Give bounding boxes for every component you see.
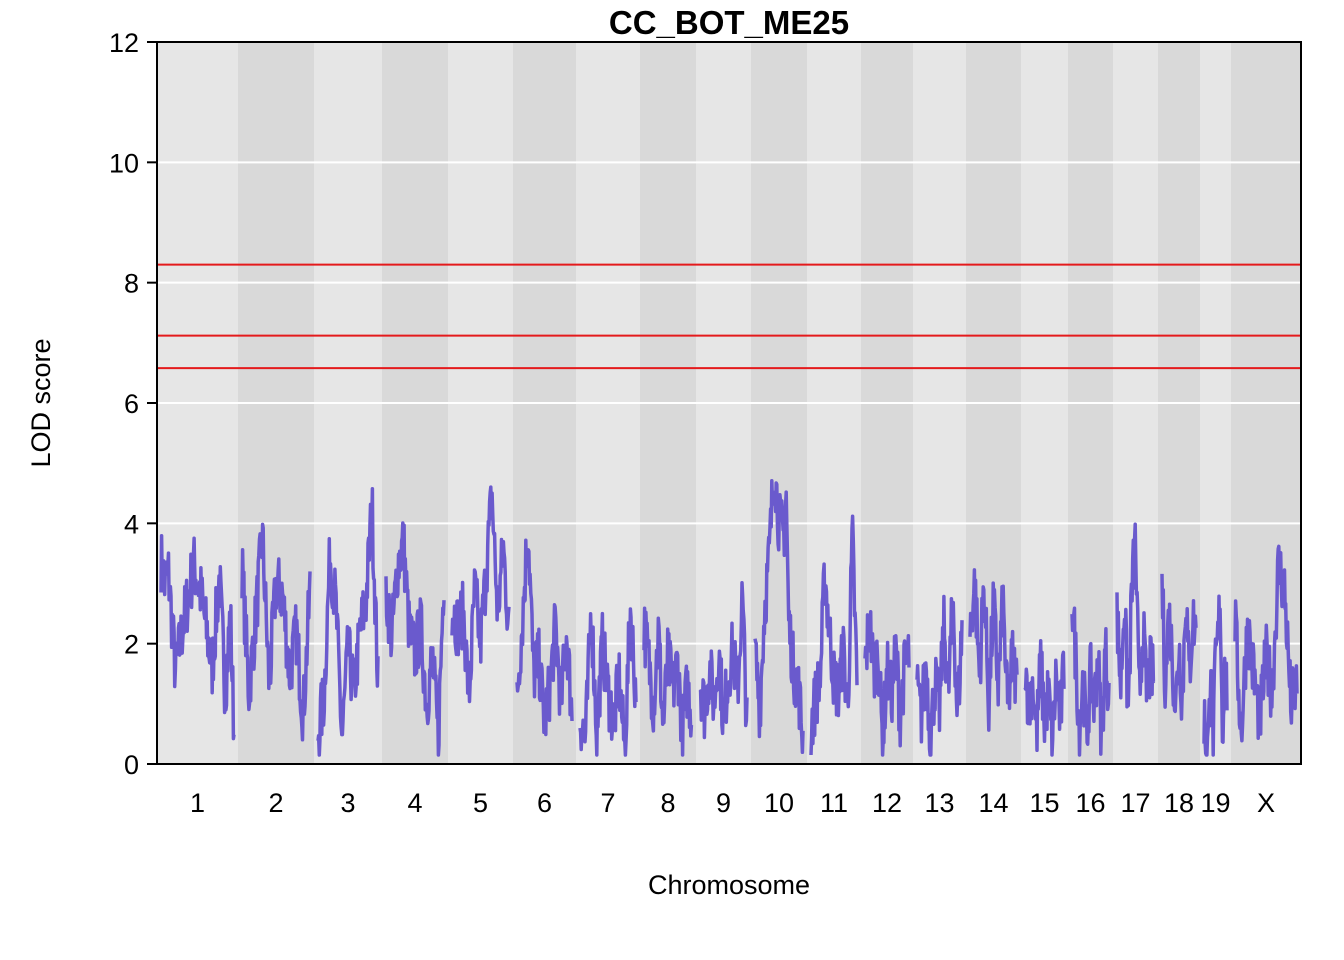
x-tick-label-10: 10 [764,788,794,818]
lod-line-chr-1 [159,533,236,741]
x-tick-label-12: 12 [872,788,902,818]
y-axis-title: LOD score [26,338,56,467]
lod-line-chr-19 [1202,594,1229,757]
x-tick-label-17: 17 [1120,788,1150,818]
threshold-lines [157,263,1301,370]
x-tick-label-8: 8 [660,788,675,818]
y-tick-label: 2 [124,630,139,660]
lod-series [159,479,1299,757]
x-tick-label-5: 5 [473,788,488,818]
y-tick-label: 6 [124,389,139,419]
x-tick-label-2: 2 [268,788,283,818]
x-axis: 1 2 3 4 5 6 7 8 9 10 11 12 13 14 15 16 17 18 19 X [190,788,1275,818]
x-tick-label-15: 15 [1029,788,1059,818]
x-tick-label-14: 14 [978,788,1008,818]
lod-line-chr-18 [1160,573,1198,721]
x-tick-label-16: 16 [1075,788,1105,818]
x-tick-label-13: 13 [924,788,954,818]
lod-line-chr-16 [1070,606,1111,757]
lod-line-chr-10 [753,479,805,755]
x-tick-label-3: 3 [340,788,355,818]
lod-line-chr-2 [240,522,312,742]
x-axis-title: Chromosome [648,870,810,900]
lod-line-chr-6 [515,538,574,737]
lod-line-chr-17 [1115,522,1156,709]
y-axis: 0 2 4 6 8 10 12 [109,28,157,780]
lod-line-chr-7 [578,607,638,757]
x-tick-label-19: 19 [1200,788,1230,818]
y-tick-label: 12 [109,28,139,58]
y-tick-label: 10 [109,148,139,178]
x-tick-label-11: 11 [820,788,848,818]
lod-line-chr-9 [698,580,749,740]
lod-line-chr-14 [968,568,1019,732]
x-tick-label-9: 9 [716,788,731,818]
x-tick-label-7: 7 [600,788,615,818]
x-tick-label-X: X [1257,788,1275,818]
lod-line-chr-5 [450,485,511,704]
lod-line-chr-12 [863,610,911,757]
chart-title: CC_BOT_ME25 [609,4,849,41]
y-tick-label: 4 [124,509,139,539]
lod-line-chr-15 [1023,639,1066,757]
lod-line-chr-4 [384,521,446,757]
x-tick-label-6: 6 [537,788,552,818]
x-tick-label-4: 4 [407,788,422,818]
x-tick-label-1: 1 [190,788,205,818]
lod-line-chr-3 [316,486,380,757]
lod-line-chr-X [1233,544,1299,743]
y-tick-label: 0 [124,750,139,780]
y-tick-label: 8 [124,269,139,299]
lod-line-chr-13 [915,594,964,757]
x-tick-label-18: 18 [1164,788,1194,818]
lod-line-chr-11 [809,514,859,756]
lod-line-chr-8 [642,606,694,757]
